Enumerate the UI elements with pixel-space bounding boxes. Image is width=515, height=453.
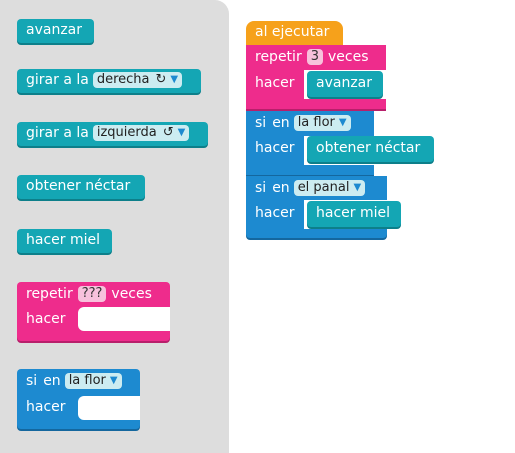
when-run-block[interactable]: al ejecutar	[246, 21, 343, 45]
if-block[interactable]: si en la flor ▼ hacer	[17, 369, 140, 429]
dropdown-value: el panal	[297, 180, 350, 195]
if-label: si	[255, 180, 267, 196]
get-nectar-block[interactable]: obtener néctar	[17, 175, 145, 199]
turn-right-block[interactable]: girar a la derecha ↻ ▼	[17, 69, 201, 93]
do-label: hacer	[26, 311, 66, 327]
direction-dropdown[interactable]: izquierda ↺ ▼	[92, 125, 190, 141]
block-label: girar a la	[26, 72, 89, 88]
dropdown-arrow-icon: ▼	[170, 74, 179, 85]
at-label: en	[43, 373, 61, 389]
dropdown-value: izquierda	[96, 125, 157, 140]
do-label: hacer	[26, 399, 66, 415]
location-dropdown[interactable]: la flor ▼	[293, 115, 351, 131]
repeat-block[interactable]: repetir ??? veces hacer	[17, 282, 170, 341]
dropdown-arrow-icon: ▼	[338, 117, 347, 128]
dropdown-value: la flor	[297, 115, 335, 130]
make-honey-block[interactable]: hacer miel	[307, 201, 401, 227]
turn-left-block[interactable]: girar a la izquierda ↺ ▼	[17, 122, 208, 146]
rotate-clockwise-icon: ↻	[155, 72, 167, 87]
statement-slot	[78, 396, 140, 420]
block-label: hacer miel	[26, 232, 100, 248]
block-label: obtener néctar	[316, 140, 421, 156]
block-label: hacer miel	[316, 205, 390, 221]
repeat-label: repetir	[26, 286, 73, 302]
dropdown-value: derecha	[96, 72, 150, 87]
dropdown-arrow-icon: ▼	[109, 375, 118, 386]
block-label: obtener néctar	[26, 178, 131, 194]
direction-dropdown[interactable]: derecha ↻ ▼	[92, 72, 183, 88]
dropdown-value: la flor	[68, 373, 106, 388]
get-nectar-block[interactable]: obtener néctar	[307, 136, 434, 162]
if-label: si	[26, 373, 38, 389]
location-dropdown[interactable]: el panal ▼	[293, 180, 366, 196]
repeat-count-field[interactable]: 3	[306, 49, 323, 65]
rotate-counterclockwise-icon: ↺	[162, 125, 174, 140]
block-label: girar a la	[26, 125, 89, 141]
repeat-label: repetir	[255, 49, 302, 65]
times-label: veces	[327, 49, 369, 65]
do-label: hacer	[255, 140, 295, 156]
do-label: hacer	[255, 75, 295, 91]
block-label: al ejecutar	[255, 24, 330, 40]
do-label: hacer	[255, 205, 295, 221]
dropdown-arrow-icon: ▼	[353, 182, 362, 193]
if-label: si	[255, 115, 267, 131]
block-label: avanzar	[316, 75, 372, 91]
times-label: veces	[111, 286, 152, 302]
location-dropdown[interactable]: la flor ▼	[64, 373, 122, 389]
block-label: avanzar	[26, 22, 82, 38]
toolbox: avanzar girar a la derecha ↻ ▼ girar a l…	[0, 0, 229, 453]
repeat-count-field[interactable]: ???	[77, 286, 107, 302]
statement-slot	[78, 307, 170, 331]
avanzar-block[interactable]: avanzar	[17, 19, 94, 43]
at-label: en	[272, 115, 290, 131]
dropdown-arrow-icon: ▼	[177, 127, 186, 138]
avanzar-block[interactable]: avanzar	[307, 71, 383, 97]
at-label: en	[272, 180, 290, 196]
make-honey-block[interactable]: hacer miel	[17, 229, 112, 253]
